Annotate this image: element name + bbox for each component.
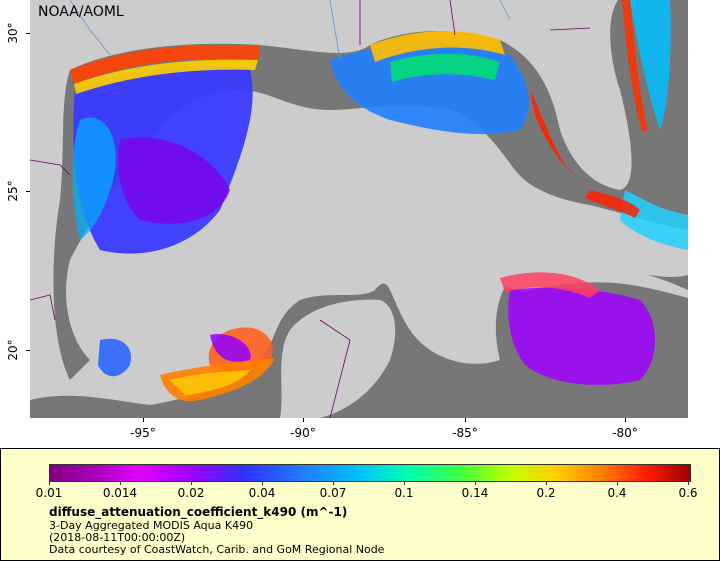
map-canvas [30,0,688,418]
longitude-tick-label: -85° [452,426,478,440]
longitude-tick-mark [143,418,144,422]
colorbar-tick [49,481,50,485]
map-area: NOAA/AOML [30,0,688,418]
longitude-tick-mark [303,418,304,422]
colorbar-tick-label: 0.2 [536,486,556,500]
colorbar-tick-label: 0.14 [461,486,489,500]
colorbar [49,464,691,482]
longitude-tick-label: -90° [290,426,316,440]
k490-data-layer [70,0,688,402]
longitude-tick-label: -95° [130,426,156,440]
legend-time: (2018-08-11T00:00:00Z) [49,531,186,544]
latitude-tick-mark [26,350,30,351]
longitude-tick-mark [465,418,466,422]
political-borders [30,0,591,418]
colorbar-tick [333,481,334,485]
colorbar-tick [120,481,121,485]
yucatan-land [280,299,396,418]
colorbar-tick [617,481,618,485]
latitude-tick-mark [26,33,30,34]
colorbar-tick [546,481,547,485]
colorbar-tick-label: 0.02 [177,486,205,500]
colorbar-tick-label: 0.6 [678,486,698,500]
colorbar-tick [191,481,192,485]
colorbar-tick [404,481,405,485]
colorbar-tick-label: 0.4 [607,486,627,500]
florida-land [550,38,629,186]
legend-dataset: 3-Day Aggregated MODIS Aqua K490 [49,519,254,532]
colorbar-tick [688,481,689,485]
colorbar-tick [475,481,476,485]
legend-credit: Data courtesy of CoastWatch, Carib. and … [49,543,385,556]
latitude-tick-label: 30° [6,22,20,44]
latitude-axis: 30° 25° 20° [0,0,30,418]
longitude-tick-mark [625,418,626,422]
rivers [69,0,511,61]
colorbar-tick-label: 0.07 [319,486,347,500]
legend-variable-title: diffuse_attenuation_coefficient_k490 (m^… [49,505,348,519]
latitude-tick-mark [26,191,30,192]
longitude-tick-label: -80° [612,426,638,440]
cuba-land [500,262,688,298]
colorbar-tick-label: 0.1 [394,486,414,500]
colorbar-tick [262,481,263,485]
latitude-tick-label: 25° [6,180,20,202]
legend-panel: 0.01 0.014 0.02 0.04 0.07 0.1 0.14 0.2 0… [0,448,720,561]
colorbar-tick-label: 0.04 [248,486,276,500]
colorbar-tick-label: 0.01 [35,486,63,500]
map-credit-label: NOAA/AOML [38,4,124,20]
colorbar-tick-label: 0.014 [102,486,138,500]
longitude-axis: -95° -90° -85° -80° [30,418,688,448]
latitude-tick-label: 20° [6,339,20,361]
